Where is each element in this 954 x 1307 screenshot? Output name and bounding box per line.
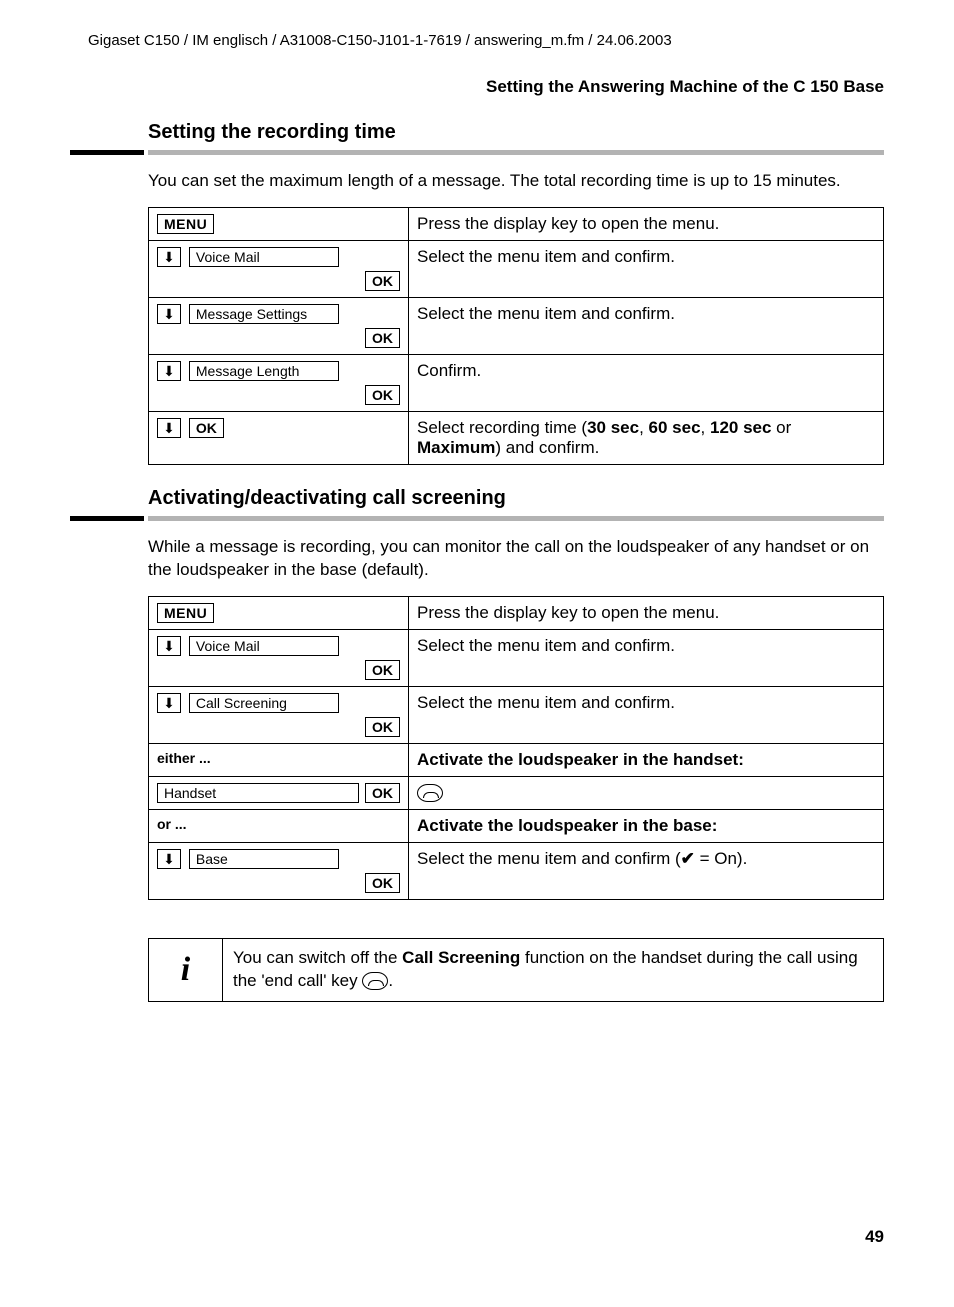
table-row: ⬇ Voice Mail OK Select the menu item and…: [149, 629, 884, 686]
table-row: ⬇ Call Screening OK Select the menu item…: [149, 686, 884, 743]
table-row: ⬇ Message Length OK Confirm.: [149, 354, 884, 411]
row-desc: Select the menu item and confirm.: [409, 629, 884, 686]
ok-button: OK: [365, 873, 400, 893]
ok-button: OK: [365, 271, 400, 291]
table-row: or ... Activate the loudspeaker in the b…: [149, 809, 884, 842]
menu-button: MENU: [157, 214, 214, 234]
menu-item: Voice Mail: [189, 636, 339, 656]
row-desc: Select the menu item and confirm (✔ = On…: [409, 842, 884, 899]
menu-item: Base: [189, 849, 339, 869]
page-number: 49: [865, 1227, 884, 1247]
subhead-left: or ...: [149, 809, 409, 842]
desc-text: Select the menu item and confirm (: [417, 849, 681, 868]
ok-button: OK: [365, 783, 400, 803]
desc-bold: 60 sec: [649, 418, 701, 437]
info-text: You can switch off the Call Screening fu…: [223, 939, 883, 1001]
section2-intro: While a message is recording, you can mo…: [148, 536, 884, 582]
running-title: Setting the Answering Machine of the C 1…: [70, 77, 884, 97]
ok-button: OK: [365, 717, 400, 737]
end-call-icon: [362, 972, 388, 990]
subhead-right: Activate the loudspeaker in the base:: [409, 809, 884, 842]
table-row: ⬇ Message Settings OK Select the menu it…: [149, 297, 884, 354]
table-row: either ... Activate the loudspeaker in t…: [149, 743, 884, 776]
down-arrow-icon: ⬇: [157, 304, 181, 324]
section2-rule: [70, 516, 884, 522]
info-text-bold: Call Screening: [402, 948, 520, 967]
menu-button: MENU: [157, 603, 214, 623]
menu-item: Handset: [157, 783, 359, 803]
ok-button: OK: [365, 328, 400, 348]
menu-item: Message Length: [189, 361, 339, 381]
ok-button: OK: [365, 385, 400, 405]
menu-item: Voice Mail: [189, 247, 339, 267]
row-desc: Select the menu item and confirm.: [409, 240, 884, 297]
end-call-icon: [417, 784, 443, 802]
down-arrow-icon: ⬇: [157, 361, 181, 381]
row-desc: Select the menu item and confirm.: [409, 686, 884, 743]
row-desc: [409, 776, 884, 809]
row-desc: Select recording time (30 sec, 60 sec, 1…: [409, 411, 884, 464]
table-row: ⬇ Base OK Select the menu item and confi…: [149, 842, 884, 899]
section2-title: Activating/deactivating call screening: [148, 487, 884, 510]
row-desc: Press the display key to open the menu.: [409, 207, 884, 240]
row-desc: Select the menu item and confirm.: [409, 297, 884, 354]
check-icon: ✔: [681, 849, 695, 868]
down-arrow-icon: ⬇: [157, 636, 181, 656]
desc-text: Select recording time (: [417, 418, 587, 437]
down-arrow-icon: ⬇: [157, 849, 181, 869]
down-arrow-icon: ⬇: [157, 693, 181, 713]
desc-bold: 30 sec: [587, 418, 639, 437]
section1-table: MENU Press the display key to open the m…: [148, 207, 884, 465]
ok-button: OK: [365, 660, 400, 680]
desc-text: ,: [701, 418, 710, 437]
subhead-right: Activate the loudspeaker in the handset:: [409, 743, 884, 776]
info-box: i You can switch off the Call Screening …: [148, 938, 884, 1002]
desc-bold: 120 sec: [710, 418, 771, 437]
desc-text: or: [771, 418, 791, 437]
down-arrow-icon: ⬇: [157, 418, 181, 438]
section2-table: MENU Press the display key to open the m…: [148, 596, 884, 900]
table-row: MENU Press the display key to open the m…: [149, 207, 884, 240]
info-text-part: .: [388, 971, 393, 990]
ok-button: OK: [189, 418, 224, 438]
header-path: Gigaset C150 / IM englisch / A31008-C150…: [88, 32, 884, 49]
table-row: ⬇ OK Select recording time (30 sec, 60 s…: [149, 411, 884, 464]
subhead-left: either ...: [149, 743, 409, 776]
row-desc: Press the display key to open the menu.: [409, 596, 884, 629]
desc-bold: Maximum: [417, 438, 495, 457]
section1-intro: You can set the maximum length of a mess…: [148, 170, 884, 193]
info-icon: i: [149, 939, 223, 1001]
down-arrow-icon: ⬇: [157, 247, 181, 267]
section1-rule: [70, 150, 884, 156]
desc-text: ) and confirm.: [495, 438, 599, 457]
table-row: Handset OK: [149, 776, 884, 809]
section1-title: Setting the recording time: [148, 121, 884, 144]
menu-item: Message Settings: [189, 304, 339, 324]
info-text-part: You can switch off the: [233, 948, 402, 967]
table-row: ⬇ Voice Mail OK Select the menu item and…: [149, 240, 884, 297]
desc-text: = On).: [695, 849, 747, 868]
menu-item: Call Screening: [189, 693, 339, 713]
table-row: MENU Press the display key to open the m…: [149, 596, 884, 629]
desc-text: ,: [639, 418, 648, 437]
row-desc: Confirm.: [409, 354, 884, 411]
